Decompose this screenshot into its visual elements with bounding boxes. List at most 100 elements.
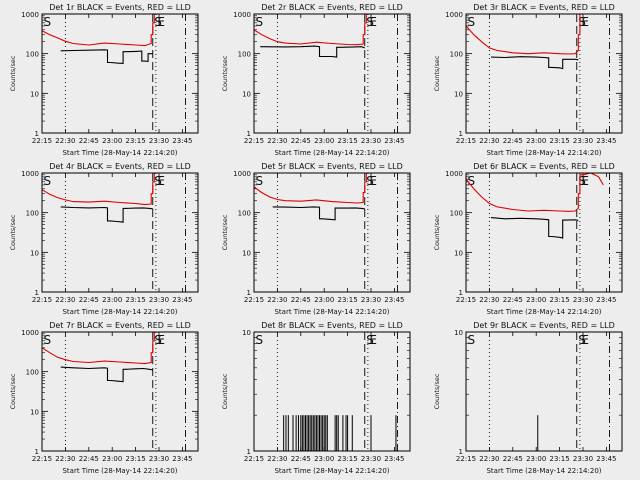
x-tick-label: 22:15	[456, 455, 476, 463]
lld-series-line	[253, 172, 368, 204]
x-tick-label: 23:45	[384, 137, 404, 145]
x-tick-label: 23:30	[149, 455, 169, 463]
marker-label: E	[581, 174, 589, 188]
marker-label: E	[581, 333, 589, 347]
x-tick-label: 23:00	[526, 137, 546, 145]
lld-series-line	[465, 13, 583, 55]
marker-label: S	[468, 174, 476, 188]
x-tick-label: 22:45	[79, 455, 99, 463]
marker-label: S	[44, 333, 52, 347]
lld-series-line	[41, 13, 156, 47]
x-axis-label: Start Time (28-May-14 22:14:20)	[486, 308, 601, 316]
x-tick-label: 23:15	[126, 137, 146, 145]
x-tick-label: 22:30	[479, 296, 499, 304]
x-tick-label: 23:00	[314, 296, 334, 304]
x-tick-label: 23:45	[172, 137, 192, 145]
panel-det-1: Det 1r BLACK = Events, RED = LLD Counts/s…	[9, 3, 199, 157]
x-tick-label: 22:15	[244, 137, 264, 145]
x-tick-label: 23:30	[149, 296, 169, 304]
x-tick-label: 23:00	[102, 455, 122, 463]
y-tick-label: 10	[30, 90, 39, 98]
lld-series-line	[41, 172, 156, 206]
x-tick-label: 23:45	[384, 455, 404, 463]
x-tick-label: 22:30	[267, 296, 287, 304]
x-tick-label: 22:30	[479, 137, 499, 145]
x-tick-label: 22:45	[291, 137, 311, 145]
x-tick-label: 23:30	[573, 137, 593, 145]
y-tick-label: 1	[247, 448, 251, 456]
y-tick-label: 1	[459, 130, 463, 138]
panel-title: Det 5r BLACK = Events, RED = LLD	[261, 162, 403, 171]
marker-label: S	[154, 174, 162, 188]
x-tick-label: 22:45	[291, 455, 311, 463]
plot-frame	[465, 172, 623, 293]
marker-label: S	[44, 174, 52, 188]
x-tick-label: 22:45	[503, 137, 523, 145]
panel-det-8: Det 8r BLACK = Events, RED = LLD Counts/s…	[221, 321, 411, 475]
y-tick-label: 1	[247, 130, 251, 138]
events-series-line	[60, 206, 153, 223]
y-tick-label: 10	[242, 329, 251, 337]
panel-det-4: Det 4r BLACK = Events, RED = LLD Counts/s…	[9, 162, 199, 316]
y-tick-label: 10	[454, 249, 463, 257]
x-axis-label: Start Time (28-May-14 22:14:20)	[62, 308, 177, 316]
panel-title: Det 8r BLACK = Events, RED = LLD	[261, 321, 403, 330]
y-tick-label: 100	[26, 369, 39, 377]
y-axis-label: Counts/sec	[433, 373, 441, 409]
marker-label: S	[366, 333, 374, 347]
panel-title: Det 1r BLACK = Events, RED = LLD	[49, 3, 191, 12]
x-tick-label: 23:00	[102, 137, 122, 145]
panel-title: Det 3r BLACK = Events, RED = LLD	[473, 3, 615, 12]
x-axis-label: Start Time (28-May-14 22:14:20)	[486, 467, 601, 475]
plot-frame	[41, 172, 199, 293]
x-tick-label: 22:45	[79, 137, 99, 145]
y-axis-label: Counts/sec	[221, 55, 229, 91]
events-series-line	[60, 366, 153, 383]
plot-frame	[41, 13, 199, 134]
marker-label: S	[578, 174, 586, 188]
y-tick-label: 1000	[233, 170, 251, 178]
events-series-line	[260, 45, 365, 58]
plot-frame	[41, 331, 199, 452]
y-tick-label: 1000	[233, 11, 251, 19]
x-tick-label: 23:45	[596, 455, 616, 463]
marker-label: S	[366, 15, 374, 29]
x-tick-label: 22:15	[32, 455, 52, 463]
panel-det-3: Det 3r BLACK = Events, RED = LLD Counts/s…	[433, 3, 623, 157]
panel-title: Det 9r BLACK = Events, RED = LLD	[473, 321, 615, 330]
x-tick-label: 22:45	[291, 296, 311, 304]
x-tick-label: 23:45	[172, 296, 192, 304]
x-tick-label: 22:15	[244, 455, 264, 463]
x-tick-label: 22:45	[503, 296, 523, 304]
marker-label: E	[157, 15, 165, 29]
y-tick-label: 100	[450, 210, 463, 218]
x-tick-label: 23:45	[384, 296, 404, 304]
y-tick-label: 1	[247, 289, 251, 297]
x-tick-label: 23:30	[149, 137, 169, 145]
plot-frame	[465, 13, 623, 134]
y-tick-label: 1000	[445, 11, 463, 19]
panel-title: Det 7r BLACK = Events, RED = LLD	[49, 321, 191, 330]
x-tick-label: 23:00	[526, 296, 546, 304]
x-tick-label: 23:15	[338, 296, 358, 304]
x-tick-label: 22:45	[79, 296, 99, 304]
x-tick-label: 23:00	[526, 455, 546, 463]
y-tick-label: 1000	[21, 170, 39, 178]
y-tick-label: 100	[450, 51, 463, 59]
marker-label: S	[154, 15, 162, 29]
y-tick-label: 100	[238, 51, 251, 59]
x-tick-label: 23:00	[314, 137, 334, 145]
x-tick-label: 22:30	[55, 455, 75, 463]
panel-title: Det 2r BLACK = Events, RED = LLD	[261, 3, 403, 12]
x-tick-label: 23:00	[102, 296, 122, 304]
x-tick-label: 23:00	[314, 455, 334, 463]
x-tick-label: 23:15	[550, 296, 570, 304]
y-tick-label: 1	[35, 289, 39, 297]
y-tick-label: 1	[459, 289, 463, 297]
marker-label: S	[256, 15, 264, 29]
x-tick-label: 22:15	[244, 296, 264, 304]
panel-det-6: Det 6r BLACK = Events, RED = LLD Counts/s…	[433, 162, 623, 316]
panel-det-2: Det 2r BLACK = Events, RED = LLD Counts/s…	[221, 3, 411, 157]
y-tick-label: 100	[238, 210, 251, 218]
